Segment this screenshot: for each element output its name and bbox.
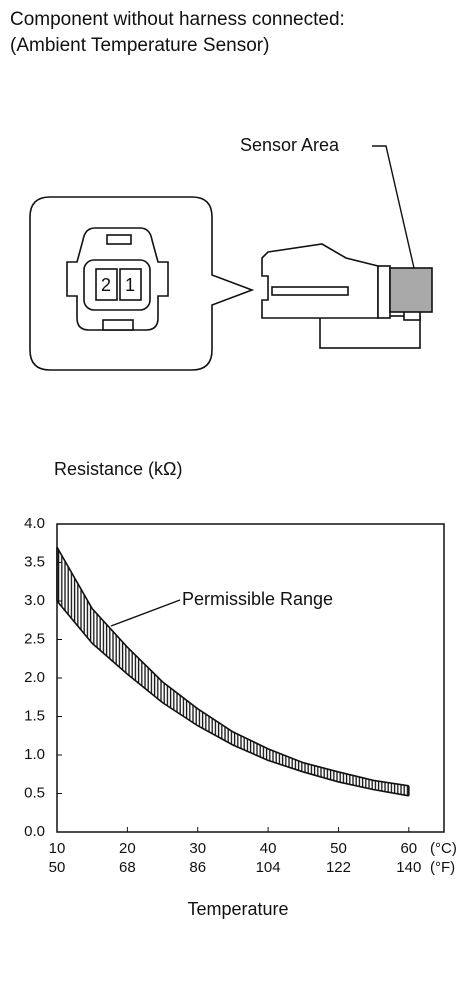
x2-unit: (°F) [430, 859, 455, 876]
connector-callout [29, 196, 255, 371]
x-tick-label: 30 [189, 840, 206, 857]
pin-label: 2 [101, 275, 111, 295]
header-line: Component without harness connected: [10, 9, 345, 30]
y-tick-label: 3.5 [24, 553, 45, 570]
x2-tick-label: 122 [326, 859, 351, 876]
range-boundary [56, 546, 409, 787]
x-tick-label: 40 [260, 840, 277, 857]
x2-tick-label: 68 [119, 859, 136, 876]
y-tick-label: 1.5 [24, 707, 45, 724]
y-tick-label: 4.0 [24, 515, 45, 532]
y-axis-title: Resistance (kΩ) [54, 459, 183, 479]
x-axis-title: Temperature [187, 899, 288, 919]
x2-tick-label: 50 [49, 859, 66, 876]
annotation-leader [110, 599, 181, 627]
sensor-area-label: Sensor Area [240, 135, 340, 155]
x2-tick-label: 86 [189, 859, 206, 876]
range-boundary [56, 600, 409, 797]
x2-tick-label: 104 [256, 859, 281, 876]
x-tick-label: 60 [400, 840, 417, 857]
pin-label: 1 [125, 275, 135, 295]
y-tick-label: 1.0 [24, 746, 45, 763]
y-tick-label: 0.5 [24, 784, 45, 801]
y-tick-label: 2.0 [24, 669, 45, 686]
x-tick-label: 50 [330, 840, 347, 857]
annotation: Permissible Range [182, 589, 333, 609]
leader-line [372, 145, 415, 269]
y-tick-label: 2.5 [24, 630, 45, 647]
header-line: (Ambient Temperature Sensor) [10, 35, 269, 56]
range-fill [57, 547, 409, 796]
x-tick-label: 10 [49, 840, 66, 857]
sensor-body [261, 243, 433, 349]
x-unit: (°C) [430, 840, 457, 857]
plot: 0.0 0.5 1.0 1.5 2.0 2.5 3.0 3.5 4.0 10 20 30 40 50 60 5… [24, 515, 457, 876]
y-tick-label: 0.0 [24, 823, 45, 840]
x2-tick-label: 140 [396, 859, 421, 876]
y-tick-label: 3.0 [24, 592, 45, 609]
x-tick-label: 20 [119, 840, 136, 857]
